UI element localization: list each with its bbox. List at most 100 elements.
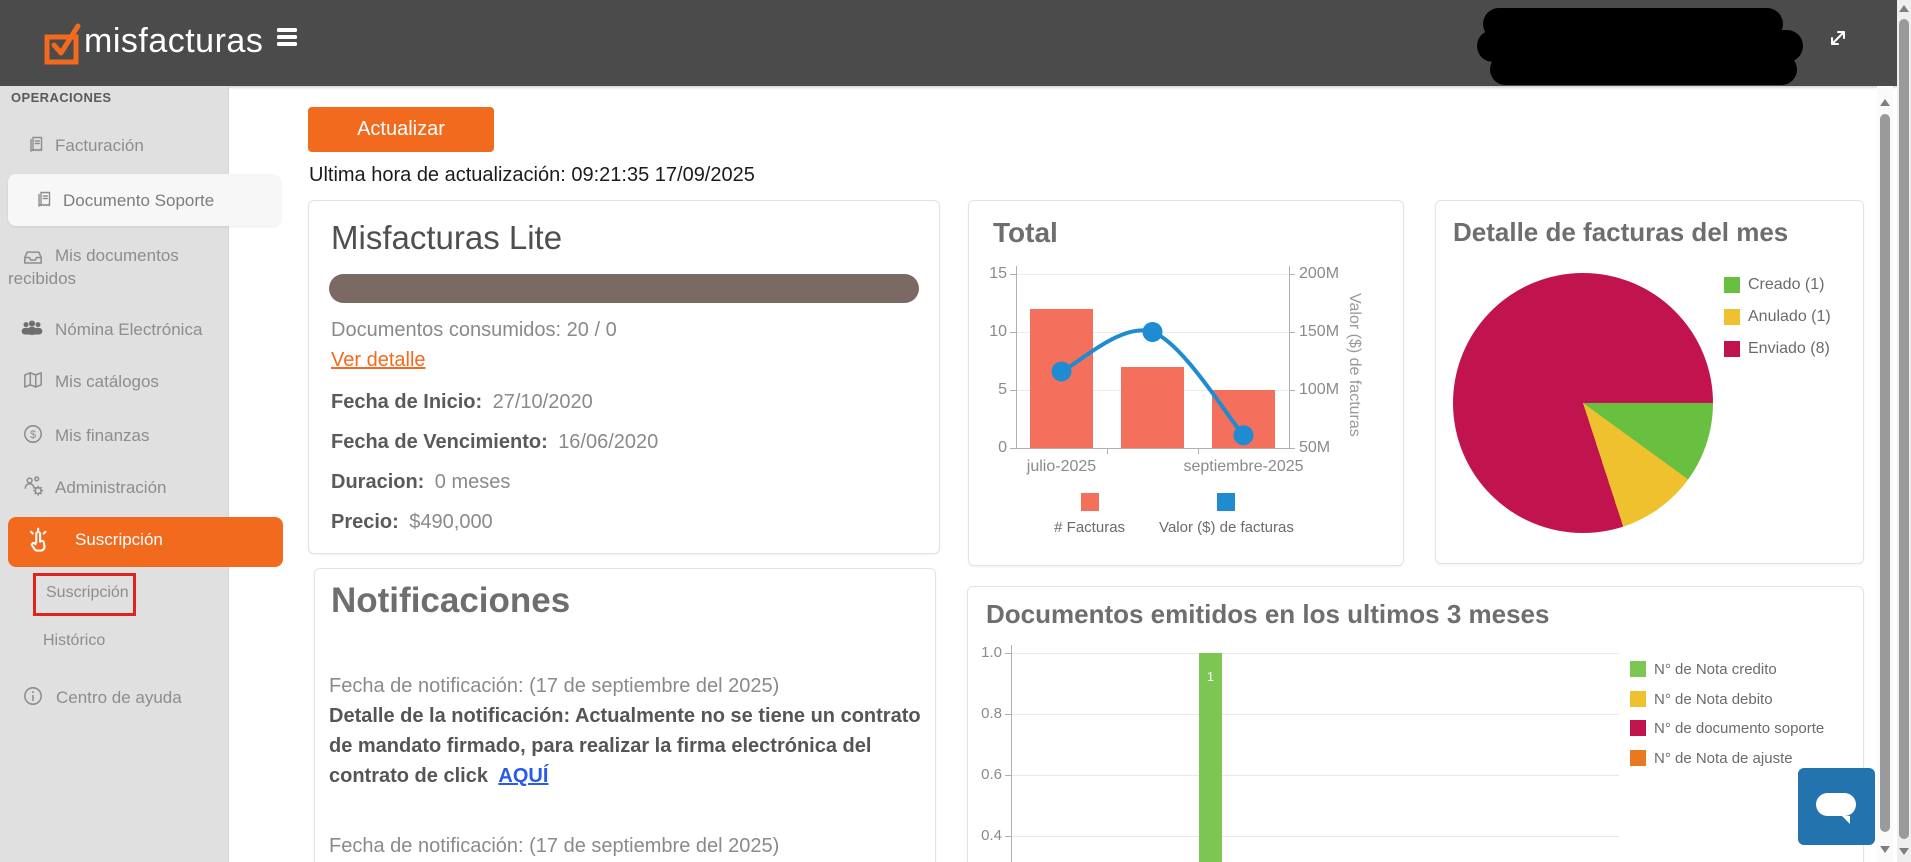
window-scrollbar-down-arrow[interactable] xyxy=(1899,848,1909,855)
aqui-link[interactable]: AQUÍ xyxy=(498,765,549,787)
axis-tick xyxy=(1010,448,1016,449)
content-scrollbar-down-arrow[interactable] xyxy=(1880,846,1890,853)
axis-tick-label: 15 xyxy=(989,265,1007,282)
sidebar-item-label: Suscripción xyxy=(75,530,163,549)
field-label: Fecha de Vencimiento: xyxy=(331,431,548,453)
axis-tick xyxy=(1010,390,1016,391)
axis-tick xyxy=(1005,836,1011,837)
legend-item[interactable]: # Facturas xyxy=(1054,493,1125,536)
sidebar-item-mis-catalogos[interactable]: Mis catálogos xyxy=(0,366,228,396)
legend-item[interactable]: Valor ($) de facturas xyxy=(1159,493,1294,536)
sidebar-item-nomina-electronica[interactable]: Nómina Electrónica xyxy=(0,314,228,344)
notification-detail-line: de mandato firmado, para realizar la fir… xyxy=(329,735,872,757)
sidebar-item-label: Documento Soporte xyxy=(63,191,215,210)
axis-tick xyxy=(1107,448,1108,454)
field-value: 16/06/2020 xyxy=(558,431,659,453)
sidebar-item-mis-finanzas[interactable]: $ Mis finanzas xyxy=(0,420,228,450)
field-value: 0 meses xyxy=(434,471,511,493)
plan-field-row: Duracion: 0 meses xyxy=(331,471,510,494)
window-scrollbar-up-arrow[interactable] xyxy=(1899,5,1909,12)
sidebar-subitem-historico[interactable]: Histórico xyxy=(43,632,106,649)
legend-swatch[interactable] xyxy=(1724,341,1740,357)
sidebar-item-suscripcion[interactable]: Suscripción xyxy=(8,517,283,567)
axis-tick xyxy=(1005,653,1011,654)
legend-swatch[interactable] xyxy=(1724,277,1740,293)
axis-tick-label: julio-2025 xyxy=(1026,458,1097,475)
gridline xyxy=(1011,836,1619,837)
axis-tick-label: 5 xyxy=(998,381,1007,398)
sidebar-subitem-suscripcion[interactable]: Suscripción xyxy=(46,584,129,601)
axis-tick-label: 200M xyxy=(1299,265,1340,282)
hamburger-icon[interactable] xyxy=(277,28,297,46)
map-icon xyxy=(24,372,42,388)
field-label: Duracion: xyxy=(331,471,425,493)
axis-tick xyxy=(1005,775,1011,776)
chat-button[interactable] xyxy=(1798,768,1875,845)
legend-swatch xyxy=(1080,493,1099,511)
legend-label[interactable]: Anulado (1) xyxy=(1748,308,1831,325)
bar: 1 xyxy=(1199,653,1222,862)
field-label: Fecha de Inicio: xyxy=(331,391,483,413)
sidebar-item-mis-documentos-recibidos[interactable]: Mis documentos recibidos xyxy=(0,242,228,290)
admin-users-gear-icon xyxy=(24,476,44,496)
bar xyxy=(1030,308,1093,448)
legend-swatch xyxy=(1217,493,1236,511)
total-chart-legend: # Facturas Valor ($) de facturas xyxy=(1009,493,1339,536)
total-chart-card: Total 15 10 5 0 200M 150M 100M 50M julio-2025 sep… xyxy=(968,200,1404,566)
content-scrollbar-up-arrow[interactable] xyxy=(1880,99,1890,106)
sidebar-item-label: Nómina Electrónica xyxy=(55,320,203,339)
inbox-icon xyxy=(24,251,42,264)
plan-field-row: Fecha de Vencimiento: 16/06/2020 xyxy=(331,431,658,454)
field-value: 27/10/2020 xyxy=(492,391,593,413)
info-icon xyxy=(24,687,42,705)
notifications-title: Notificaciones xyxy=(331,581,571,620)
field-value: $490,000 xyxy=(409,511,493,533)
bar xyxy=(1212,390,1275,448)
legend-label[interactable]: Creado (1) xyxy=(1748,276,1825,293)
bar-value-label: 1 xyxy=(1206,669,1215,684)
gridline xyxy=(1016,274,1289,275)
notification-detail-line: Detalle de la notificación: Actualmente … xyxy=(329,705,921,727)
expand-icon[interactable] xyxy=(1826,26,1850,50)
see-detail-link[interactable]: Ver detalle xyxy=(331,349,426,371)
document-icon xyxy=(38,191,51,207)
sidebar-item-label: Mis catálogos xyxy=(55,372,159,391)
axis-tick xyxy=(1198,448,1199,454)
refresh-button[interactable]: Actualizar xyxy=(308,107,494,152)
axis-tick-label: 50M xyxy=(1299,439,1331,456)
brand-logo-icon xyxy=(44,23,81,65)
plan-field-row: Precio: $490,000 xyxy=(331,511,493,534)
plan-card-title: Misfacturas Lite xyxy=(331,219,563,256)
legend-swatch[interactable] xyxy=(1724,309,1740,325)
sidebar-item-label: Mis finanzas xyxy=(55,426,150,445)
axis-tick-label: 10 xyxy=(989,323,1007,340)
sidebar-item-facturacion[interactable]: Facturación xyxy=(0,130,228,160)
svg-text:$: $ xyxy=(30,429,36,441)
x-axis-line xyxy=(1016,448,1289,449)
axis-tick-label: 0 xyxy=(998,439,1007,456)
dollar-circle-icon: $ xyxy=(24,425,42,443)
legend-label[interactable]: Enviado (8) xyxy=(1748,340,1830,357)
brand-name: misfacturas xyxy=(84,22,264,60)
gridline xyxy=(1011,653,1619,654)
sidebar-item-centro-de-ayuda[interactable]: Centro de ayuda xyxy=(0,682,228,712)
sidebar-section-title: OPERACIONES xyxy=(11,90,112,105)
sidebar-item-documento-soporte[interactable]: Documento Soporte xyxy=(8,174,281,226)
axis-tick-label: septiembre-2025 xyxy=(1183,458,1304,475)
documents-chart-card: Documentos emitidos en los ultimos 3 mes… xyxy=(967,586,1864,862)
plan-progress-bar xyxy=(329,274,919,303)
content-scrollbar-thumb[interactable] xyxy=(1880,114,1890,832)
sidebar-item-administracion[interactable]: Administración xyxy=(0,472,228,502)
sidebar-item-label-line1: Mis documentos xyxy=(55,246,179,265)
axis-tick-label: 0.4 xyxy=(981,827,1002,844)
notification-date: Fecha de notificación: (17 de septiembre… xyxy=(329,835,780,857)
pie-chart-card: Detalle de facturas del mes Creado (1) An… xyxy=(1435,200,1864,564)
chat-bubble-icon xyxy=(1816,793,1856,824)
plan-card: Misfacturas Lite Documentos consumidos: … xyxy=(308,200,940,554)
window-scrollbar-thumb[interactable] xyxy=(1899,19,1909,839)
document-icon xyxy=(30,136,43,152)
plan-field-row: Fecha de Inicio: 27/10/2020 xyxy=(331,391,593,414)
axis-tick xyxy=(1289,448,1295,449)
legend-label: Valor ($) de facturas xyxy=(1159,519,1294,536)
